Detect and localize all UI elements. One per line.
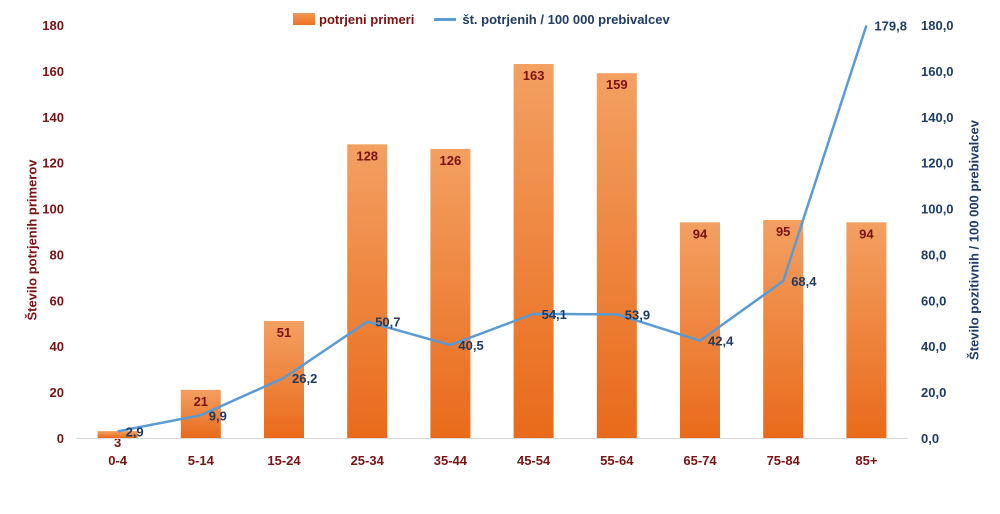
bar-data-label: 94 xyxy=(859,226,874,241)
legend-label-line: št. potrjenih / 100 000 prebivalcev xyxy=(462,11,670,27)
y-right-tick-label: 100,0 xyxy=(921,202,954,217)
y-right-tick-label: 180,0 xyxy=(921,18,954,33)
y-left-tick-label: 40 xyxy=(50,339,64,354)
y-axis-right-title: Število pozitivnih / 100 000 prebivalcev xyxy=(966,120,982,360)
y-left-tick-label: 20 xyxy=(50,385,64,400)
bar-data-label: 94 xyxy=(693,226,708,241)
bar xyxy=(513,64,554,438)
y-right-tick-label: 0,0 xyxy=(921,431,939,446)
bar xyxy=(347,144,388,439)
line-data-label: 40,5 xyxy=(458,338,483,353)
y-right-tick-label: 60,0 xyxy=(921,293,946,308)
y-left-tick-label: 120 xyxy=(42,156,64,171)
legend: potrjeni primeri št. potrjenih / 100 000… xyxy=(293,8,690,30)
bar xyxy=(264,320,304,438)
y-right-tick-label: 20,0 xyxy=(921,385,946,400)
line-data-label: 26,2 xyxy=(292,371,317,386)
bar xyxy=(596,73,637,438)
bar-data-label: 3 xyxy=(114,435,121,450)
legend-item-bars: potrjeni primeri xyxy=(293,12,414,27)
line-series xyxy=(117,25,868,433)
y-right-tick-label: 40,0 xyxy=(921,339,946,354)
bar xyxy=(763,220,804,438)
legend-label-bars: potrjeni primeri xyxy=(319,11,415,27)
x-tick-label: 45-54 xyxy=(517,453,551,468)
x-tick-label: 35-44 xyxy=(434,453,468,468)
y-right-tick-label: 120,0 xyxy=(921,156,954,171)
legend-swatch-bar xyxy=(293,13,315,25)
y-right-tick-label: 80,0 xyxy=(921,247,946,262)
bar-data-label: 51 xyxy=(277,325,291,340)
line-layer xyxy=(117,25,868,433)
bar-data-label: 128 xyxy=(356,148,378,163)
x-tick-label: 65-74 xyxy=(683,453,717,468)
x-tick-label: 85+ xyxy=(855,453,877,468)
bar xyxy=(180,389,221,438)
labels-layer: 3 21 51 128 126 163 159 94 95 94 2,9 9,9 26,2 50,7 40,… xyxy=(114,18,907,450)
x-tick-label: 25-34 xyxy=(351,453,385,468)
line-data-label: 179,8 xyxy=(874,18,907,33)
legend-swatch-line xyxy=(434,17,457,21)
y-left-tick-label: 0 xyxy=(57,431,64,446)
y-left-tick-label: 140 xyxy=(42,110,64,125)
bar-data-label: 95 xyxy=(776,224,790,239)
line-data-label: 9,9 xyxy=(209,408,227,423)
line-data-label: 54,1 xyxy=(542,307,567,322)
y-right-tick-label: 160,0 xyxy=(921,64,954,79)
line-data-label: 68,4 xyxy=(791,274,817,289)
x-tick-label: 15-24 xyxy=(267,453,301,468)
bar-data-label: 159 xyxy=(606,77,628,92)
line-data-label: 50,7 xyxy=(375,315,400,330)
y-left-tick-label: 160 xyxy=(42,64,64,79)
bar xyxy=(430,148,471,438)
axes-layer: 0-4 5-14 15-24 25-34 35-44 45-54 55-64 65-74 75-… xyxy=(42,18,953,468)
x-tick-label: 5-14 xyxy=(188,453,215,468)
bar-data-label: 163 xyxy=(523,68,545,83)
bar-data-label: 21 xyxy=(194,394,208,409)
y-left-tick-label: 100 xyxy=(42,202,64,217)
bar xyxy=(846,222,887,438)
line-data-label: 42,4 xyxy=(708,334,734,349)
y-axis-left-title: Število potrjenih primerov xyxy=(24,159,40,321)
bars-layer xyxy=(97,64,887,439)
bar-data-label: 126 xyxy=(440,153,462,168)
x-tick-label: 0-4 xyxy=(108,453,128,468)
x-tick-label: 55-64 xyxy=(600,453,634,468)
y-left-tick-label: 60 xyxy=(50,293,64,308)
legend-item-line: št. potrjenih / 100 000 prebivalcev xyxy=(434,11,670,27)
y-left-tick-label: 80 xyxy=(50,247,64,262)
y-right-tick-label: 140,0 xyxy=(921,110,954,125)
bar xyxy=(97,431,138,438)
line-data-label: 53,9 xyxy=(625,307,650,322)
line-data-label: 2,9 xyxy=(126,424,144,439)
x-tick-label: 75-84 xyxy=(767,453,801,468)
y-left-tick-label: 180 xyxy=(42,18,64,33)
